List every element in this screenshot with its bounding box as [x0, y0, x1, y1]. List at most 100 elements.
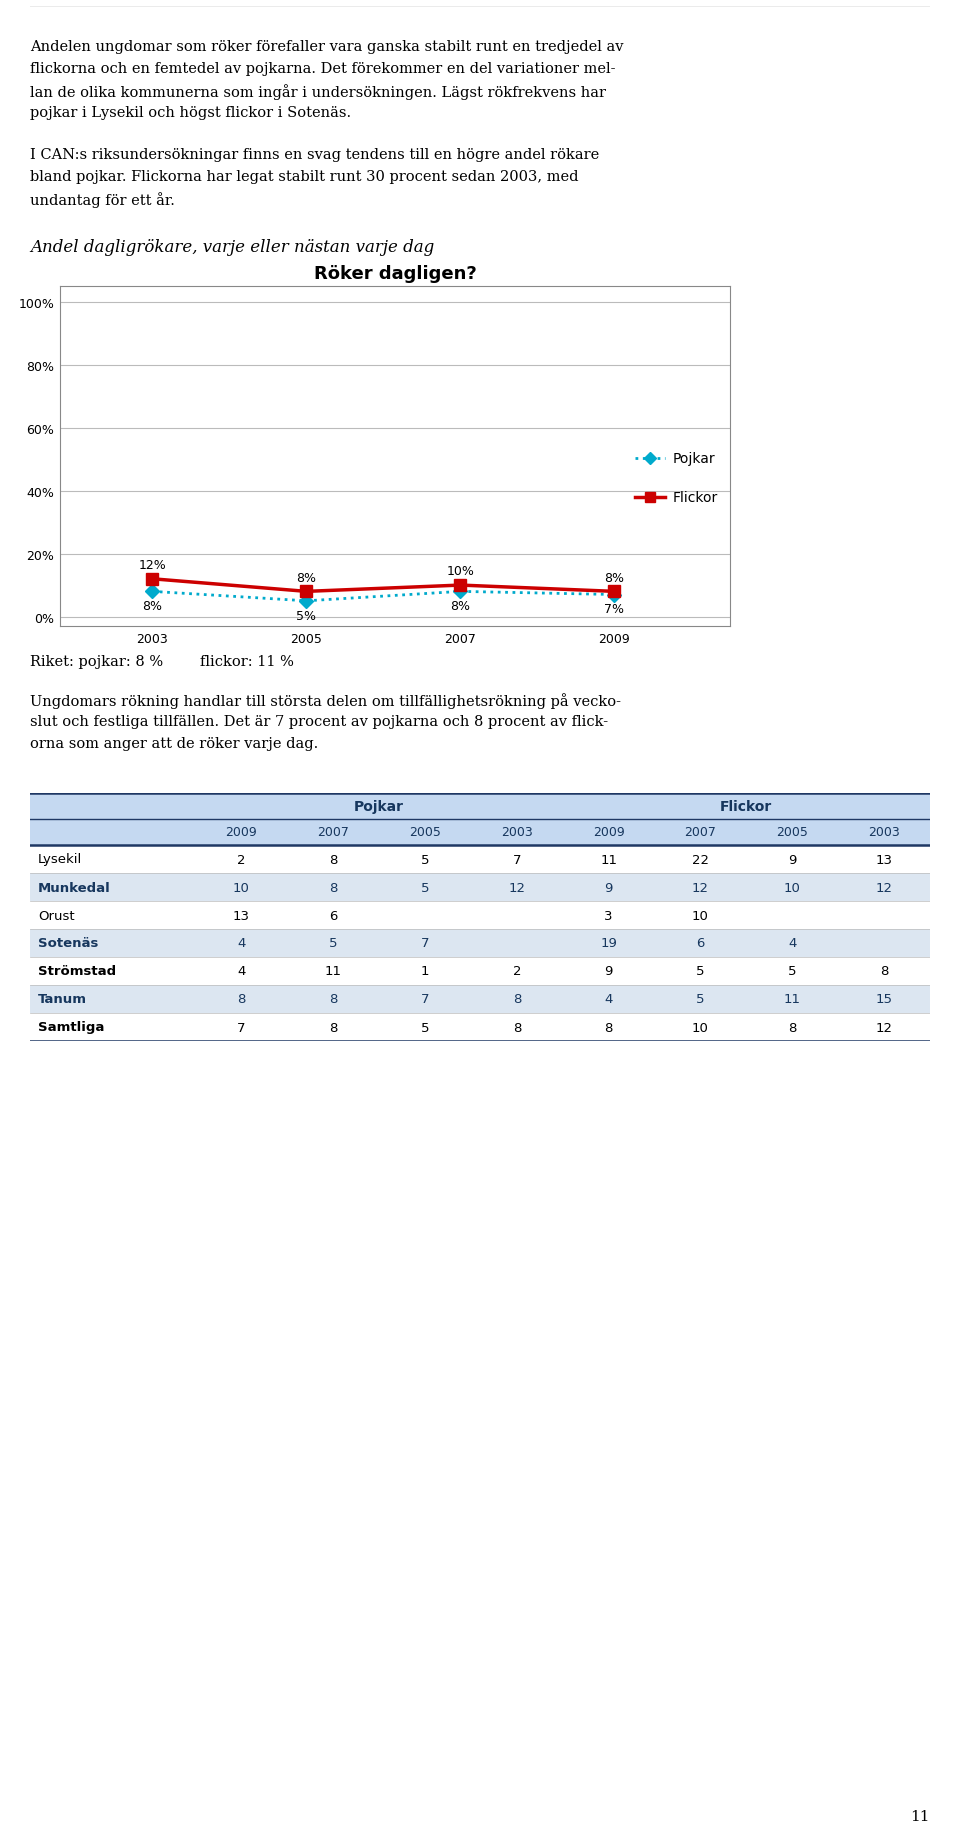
- Bar: [30, 957, 196, 986]
- Text: 12: 12: [692, 880, 709, 895]
- Bar: [563, 845, 655, 873]
- Bar: [563, 902, 655, 930]
- Bar: [746, 986, 838, 1014]
- Text: 8: 8: [513, 994, 521, 1007]
- Bar: [379, 794, 471, 820]
- Bar: [196, 794, 287, 820]
- Text: 9: 9: [788, 853, 797, 866]
- Text: 8: 8: [329, 853, 337, 866]
- Text: 2007: 2007: [684, 825, 716, 838]
- Text: 8%: 8%: [450, 600, 470, 613]
- Bar: [471, 820, 563, 845]
- Text: orna som anger att de röker varje dag.: orna som anger att de röker varje dag.: [30, 737, 319, 750]
- Bar: [379, 957, 471, 986]
- Bar: [746, 873, 838, 902]
- Text: Riket: pojkar: 8 %: Riket: pojkar: 8 %: [30, 655, 163, 668]
- Text: 10%: 10%: [446, 565, 474, 578]
- Text: 12: 12: [876, 880, 893, 895]
- Bar: [746, 902, 838, 930]
- Bar: [30, 820, 196, 845]
- Bar: [379, 1014, 471, 1041]
- Text: Ungdomars rökning handlar till största delen om tillfällighetsrökning på vecko-: Ungdomars rökning handlar till största d…: [30, 692, 621, 708]
- Text: 1: 1: [420, 964, 429, 977]
- Bar: [746, 1014, 838, 1041]
- Text: 2009: 2009: [226, 825, 257, 838]
- Bar: [655, 845, 746, 873]
- Text: 5: 5: [696, 994, 705, 1007]
- Bar: [655, 820, 746, 845]
- Text: 7: 7: [513, 853, 521, 866]
- Text: 9: 9: [605, 880, 612, 895]
- Bar: [379, 930, 471, 957]
- Text: 11: 11: [324, 964, 342, 977]
- Bar: [838, 794, 930, 820]
- Text: I CAN:s riksundersökningar finns en svag tendens till en högre andel rökare: I CAN:s riksundersökningar finns en svag…: [30, 148, 599, 161]
- Bar: [838, 1014, 930, 1041]
- Text: Andelen ungdomar som röker förefaller vara ganska stabilt runt en tredjedel av: Andelen ungdomar som röker förefaller va…: [30, 40, 623, 53]
- Bar: [563, 1014, 655, 1041]
- Text: pojkar i Lysekil och högst flickor i Sotenäs.: pojkar i Lysekil och högst flickor i Sot…: [30, 106, 351, 121]
- Text: 8: 8: [329, 880, 337, 895]
- Bar: [655, 986, 746, 1014]
- Bar: [30, 873, 196, 902]
- Bar: [287, 873, 379, 902]
- Bar: [471, 873, 563, 902]
- Bar: [287, 845, 379, 873]
- Bar: [746, 957, 838, 986]
- Bar: [30, 930, 196, 957]
- Text: 13: 13: [876, 853, 893, 866]
- Bar: [746, 930, 838, 957]
- Text: 15: 15: [876, 994, 893, 1007]
- Text: Pojkar: Pojkar: [354, 800, 404, 814]
- Text: 12: 12: [876, 1021, 893, 1034]
- Text: 2009: 2009: [592, 825, 625, 838]
- Text: 8: 8: [880, 964, 888, 977]
- Text: 8: 8: [237, 994, 246, 1007]
- Text: 5: 5: [788, 964, 797, 977]
- Text: 22: 22: [692, 853, 709, 866]
- Text: 6: 6: [329, 910, 337, 922]
- Bar: [655, 794, 746, 820]
- Text: Strömstad: Strömstad: [38, 964, 116, 977]
- Bar: [563, 986, 655, 1014]
- Text: 10: 10: [784, 880, 801, 895]
- Bar: [30, 902, 196, 930]
- Text: Munkedal: Munkedal: [38, 880, 110, 895]
- Text: Lysekil: Lysekil: [38, 853, 83, 866]
- Bar: [287, 902, 379, 930]
- Bar: [196, 820, 287, 845]
- Text: 12: 12: [509, 880, 525, 895]
- Text: 7%: 7%: [605, 604, 625, 617]
- Text: 11: 11: [600, 853, 617, 866]
- Bar: [196, 957, 287, 986]
- Bar: [287, 986, 379, 1014]
- Bar: [196, 1014, 287, 1041]
- Bar: [838, 820, 930, 845]
- Bar: [838, 845, 930, 873]
- Text: 5: 5: [420, 880, 429, 895]
- Text: 4: 4: [237, 964, 246, 977]
- Bar: [196, 986, 287, 1014]
- Text: 2005: 2005: [409, 825, 441, 838]
- Text: 2: 2: [237, 853, 246, 866]
- Text: 2: 2: [513, 964, 521, 977]
- Text: Orust: Orust: [38, 910, 75, 922]
- Text: 11: 11: [910, 1810, 930, 1823]
- Text: 8: 8: [329, 1021, 337, 1034]
- Bar: [563, 930, 655, 957]
- Bar: [30, 794, 196, 820]
- Bar: [655, 873, 746, 902]
- Bar: [746, 845, 838, 873]
- Text: 19: 19: [600, 937, 617, 950]
- Bar: [379, 820, 471, 845]
- Text: 8%: 8%: [605, 571, 625, 584]
- Bar: [746, 794, 838, 820]
- Text: lan de olika kommunerna som ingår i undersökningen. Lägst rökfrekvens har: lan de olika kommunerna som ingår i unde…: [30, 84, 606, 101]
- Text: Flickor: Flickor: [720, 800, 773, 814]
- Bar: [287, 930, 379, 957]
- Bar: [471, 845, 563, 873]
- Text: flickorna och en femtedel av pojkarna. Det förekommer en del variationer mel-: flickorna och en femtedel av pojkarna. D…: [30, 62, 615, 77]
- Text: Samtliga: Samtliga: [38, 1021, 105, 1034]
- Bar: [379, 845, 471, 873]
- Text: 5: 5: [329, 937, 338, 950]
